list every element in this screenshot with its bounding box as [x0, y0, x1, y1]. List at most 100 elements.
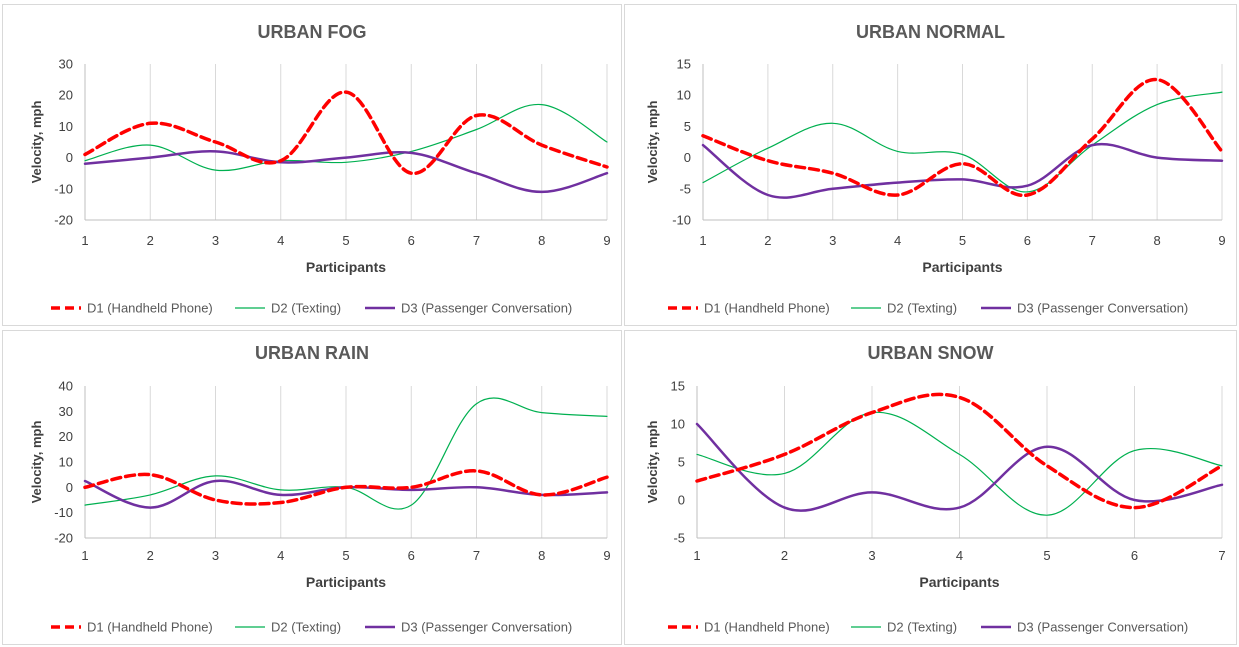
- gridlines: [767, 64, 1223, 220]
- x-axis-label: Participants: [306, 259, 386, 275]
- chart-urban-rain-svg: URBAN RAIN -20 -10 0 10 20 30 40 1 2 3 4 5 6 7 8 9 Partic…: [29, 343, 611, 635]
- x-tick-label: 5: [342, 233, 349, 248]
- y-tick-label: 40: [59, 379, 73, 394]
- y-tick-label: -5: [673, 531, 685, 546]
- x-tick-label: 9: [603, 548, 610, 563]
- series-line-d2: [696, 411, 1223, 516]
- x-tick-label: 9: [603, 233, 610, 248]
- y-tick-label: 20: [59, 88, 73, 103]
- legend-label-d2: D2 (Texting): [887, 301, 957, 316]
- series-line-d1: [695, 392, 1224, 510]
- series-line-d2: [84, 397, 608, 510]
- chart-urban-fog: URBAN FOG -20 -10 0 10 20 30 1 2 3 4 5 6 7 8 9 Participa…: [2, 4, 622, 326]
- x-tick-label: 2: [781, 548, 788, 563]
- legend-label-d2: D2 (Texting): [271, 620, 341, 635]
- chart-urban-snow-svg: URBAN SNOW -5 0 5 10 15 1 2 3 4 5 6 7 Participants Vel…: [645, 343, 1226, 635]
- x-tick-label: 5: [342, 548, 349, 563]
- x-tick-label: 3: [868, 548, 875, 563]
- y-tick-label: 10: [59, 455, 73, 470]
- series-line-d1: [701, 77, 1224, 197]
- legend-label-d3: D3 (Passenger Conversation): [1017, 301, 1188, 316]
- x-tick-label: 9: [1218, 233, 1225, 248]
- x-tick-label: 6: [408, 548, 415, 563]
- y-tick-label: -20: [54, 531, 73, 546]
- x-tick-label: 3: [212, 548, 219, 563]
- legend-label-d3: D3 (Passenger Conversation): [1017, 620, 1188, 635]
- y-tick-label: 20: [59, 429, 73, 444]
- legend-label-d2: D2 (Texting): [271, 301, 341, 316]
- y-tick-label: 10: [59, 119, 73, 134]
- y-axis-label: Velocity, mph: [29, 421, 44, 504]
- legend-label-d3: D3 (Passenger Conversation): [401, 620, 572, 635]
- series-line-d1: [83, 469, 609, 506]
- y-tick-label: 0: [66, 150, 73, 165]
- series-line-d3: [83, 150, 609, 194]
- x-tick-label: 1: [699, 233, 706, 248]
- x-tick-label: 7: [473, 233, 480, 248]
- y-tick-label: 0: [684, 150, 691, 165]
- x-tick-label: 1: [81, 548, 88, 563]
- chart-urban-fog-svg: URBAN FOG -20 -10 0 10 20 30 1 2 3 4 5 6 7 8 9 Participa…: [29, 22, 611, 316]
- x-tick-label: 7: [1089, 233, 1096, 248]
- x-tick-label: 8: [538, 233, 545, 248]
- x-tick-label: 3: [829, 233, 836, 248]
- legend-label-d1: D1 (Handheld Phone): [87, 620, 213, 635]
- y-tick-label: 0: [678, 493, 685, 508]
- x-tick-label: 5: [1043, 548, 1050, 563]
- y-tick-label: -5: [679, 181, 691, 196]
- y-tick-label: 10: [677, 88, 691, 103]
- y-tick-label: 5: [684, 119, 691, 134]
- x-tick-label: 4: [956, 548, 963, 563]
- chart-urban-normal: URBAN NORMAL -10 -5 0 5 10 15 1 2 3 4 5 6 7 8 9 Particip…: [624, 4, 1237, 326]
- y-tick-label: 30: [59, 57, 73, 72]
- y-axis-label: Velocity, mph: [645, 101, 660, 184]
- legend-label-d2: D2 (Texting): [887, 620, 957, 635]
- x-tick-label: 2: [764, 233, 771, 248]
- x-tick-label: 6: [1131, 548, 1138, 563]
- chart-title: URBAN RAIN: [255, 343, 369, 363]
- chart-title: URBAN SNOW: [868, 343, 994, 363]
- series-line-d1: [83, 90, 609, 175]
- chart-title: URBAN NORMAL: [856, 22, 1005, 42]
- x-tick-label: 7: [1218, 548, 1225, 563]
- chart-urban-snow: URBAN SNOW -5 0 5 10 15 1 2 3 4 5 6 7 Participants Vel…: [624, 330, 1237, 645]
- x-tick-label: 6: [408, 233, 415, 248]
- x-axis-label: Participants: [919, 574, 999, 590]
- x-tick-label: 1: [693, 548, 700, 563]
- legend-label-d1: D1 (Handheld Phone): [704, 301, 830, 316]
- chart-title: URBAN FOG: [258, 22, 367, 42]
- x-tick-label: 6: [1024, 233, 1031, 248]
- x-tick-label: 7: [473, 548, 480, 563]
- y-tick-label: -20: [54, 213, 73, 228]
- x-axis-label: Participants: [922, 259, 1002, 275]
- y-tick-label: -10: [672, 213, 691, 228]
- x-tick-label: 5: [959, 233, 966, 248]
- gridlines: [784, 386, 1223, 538]
- y-axis-label: Velocity, mph: [29, 101, 44, 184]
- x-tick-label: 1: [81, 233, 88, 248]
- x-tick-label: 3: [212, 233, 219, 248]
- y-tick-label: -10: [54, 181, 73, 196]
- y-tick-label: 10: [671, 417, 685, 432]
- y-tick-label: -10: [54, 505, 73, 520]
- x-axis-label: Participants: [306, 574, 386, 590]
- chart-urban-normal-svg: URBAN NORMAL -10 -5 0 5 10 15 1 2 3 4 5 6 7 8 9 Particip…: [645, 22, 1226, 316]
- series-line-d3: [695, 422, 1224, 512]
- gridlines: [149, 386, 608, 538]
- y-tick-label: 0: [66, 480, 73, 495]
- series-line-d2: [84, 103, 608, 172]
- x-tick-label: 4: [277, 233, 284, 248]
- gridlines: [149, 64, 608, 220]
- y-axis-label: Velocity, mph: [645, 421, 660, 504]
- y-tick-label: 30: [59, 404, 73, 419]
- y-tick-label: 5: [678, 455, 685, 470]
- y-tick-label: 15: [671, 379, 685, 394]
- x-tick-label: 8: [538, 548, 545, 563]
- legend-label-d3: D3 (Passenger Conversation): [401, 301, 572, 316]
- x-tick-label: 2: [147, 233, 154, 248]
- x-tick-label: 4: [894, 233, 901, 248]
- x-tick-label: 2: [147, 548, 154, 563]
- y-tick-label: 15: [677, 57, 691, 72]
- series-line-d3: [701, 142, 1224, 199]
- series-line-d2: [702, 91, 1223, 193]
